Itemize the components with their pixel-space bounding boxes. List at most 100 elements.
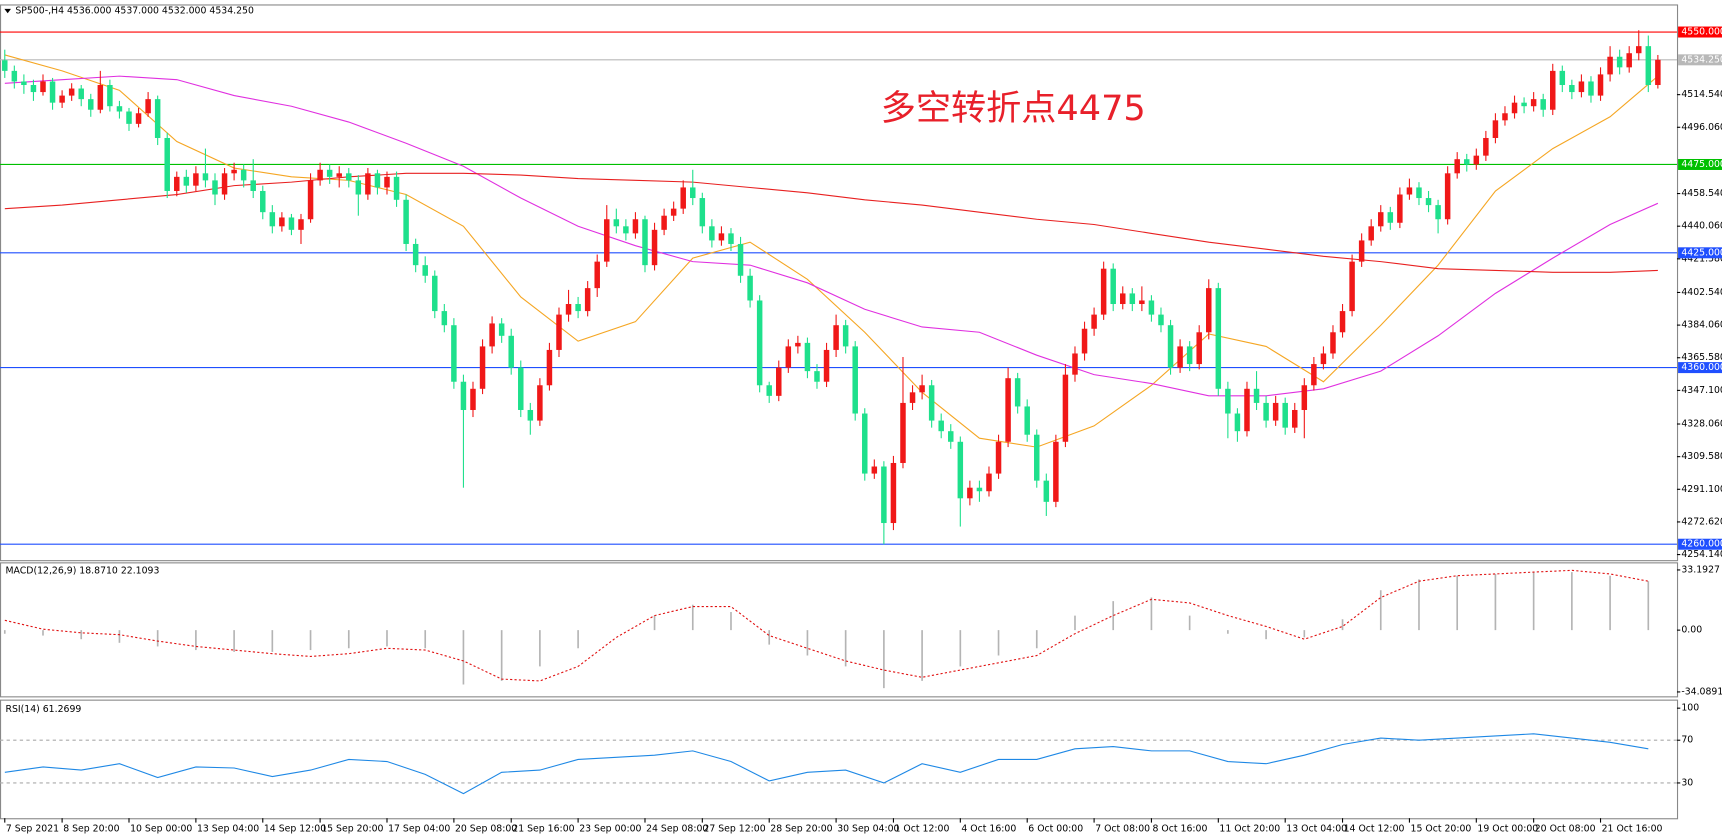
candle-body <box>1425 198 1432 206</box>
candle-body <box>995 441 1002 474</box>
level-label-box <box>1678 54 1722 66</box>
level-label-box <box>1678 362 1722 374</box>
x-tick-label: 21 Sep 16:00 <box>512 824 574 835</box>
candle-body <box>451 325 457 382</box>
candle-body <box>613 219 620 227</box>
candle-body <box>785 346 792 368</box>
candle-body <box>49 81 56 103</box>
candle-body <box>680 187 686 209</box>
candle-body <box>928 385 935 421</box>
candle-body <box>78 88 84 100</box>
candle-body <box>145 99 151 114</box>
candle-body <box>183 176 190 186</box>
candle-body <box>298 219 304 230</box>
candle-body <box>68 88 75 96</box>
menu-triangle <box>4 8 11 14</box>
candle-body <box>135 113 142 124</box>
candle-body <box>871 466 878 474</box>
candle-body <box>1158 314 1164 326</box>
candle-body <box>823 349 830 382</box>
candle-body <box>164 137 170 191</box>
candle-body <box>642 219 648 266</box>
candle-body <box>986 473 992 492</box>
y-tick-label: 4254.140 <box>1681 549 1722 560</box>
candle-body <box>1636 46 1642 54</box>
x-tick-label: 6 Oct 00:00 <box>1028 824 1083 835</box>
candle-body <box>1492 120 1499 138</box>
candle-body <box>231 169 237 174</box>
candle-body <box>250 180 256 191</box>
candle-body <box>1454 159 1460 174</box>
candle-body <box>1244 388 1250 432</box>
y-tick-label: 4458.540 <box>1681 188 1722 199</box>
candle-body <box>584 288 591 312</box>
candle-body <box>1177 346 1183 368</box>
candle-body <box>1292 409 1298 428</box>
x-tick-label: 28 Sep 20:00 <box>770 824 832 835</box>
candle-body <box>527 409 534 421</box>
candle-body <box>670 208 677 216</box>
candle-body <box>1215 288 1222 389</box>
candle-body <box>881 466 887 524</box>
y-tick-label: 4421.580 <box>1681 253 1722 264</box>
x-tick-label: 8 Sep 20:00 <box>63 824 119 835</box>
candle-body <box>326 169 333 177</box>
candle-body <box>976 487 983 492</box>
candle-body <box>59 95 65 103</box>
candle-body <box>1483 137 1489 156</box>
candle-body <box>355 180 362 195</box>
candle-body <box>1206 288 1212 333</box>
candle-body <box>1349 261 1355 312</box>
candle-body <box>1626 53 1632 68</box>
candle-body <box>556 314 562 350</box>
candle-body <box>307 180 314 220</box>
candle-body <box>1435 205 1441 220</box>
candle-body <box>1502 113 1508 121</box>
candle-body <box>909 392 916 403</box>
candle-body <box>623 226 629 234</box>
candle-body <box>594 261 600 289</box>
y-tick-label: 4384.060 <box>1681 320 1722 331</box>
x-tick-label: 7 Sep 2021 <box>6 824 59 835</box>
candle-body <box>97 85 104 110</box>
candle-body <box>470 388 476 410</box>
candle-body <box>900 402 906 463</box>
candle-body <box>1550 70 1556 110</box>
candle-body <box>747 275 753 301</box>
x-tick-label: 1 Oct 12:00 <box>895 824 950 835</box>
candle-body <box>202 173 209 181</box>
x-tick-label: 10 Sep 00:00 <box>130 824 192 835</box>
candle-body <box>508 335 514 368</box>
candle-body <box>317 169 323 181</box>
candle-body <box>489 323 495 347</box>
candle-body <box>1444 173 1451 220</box>
candle-body <box>412 243 419 266</box>
candle-body <box>1081 328 1088 354</box>
candle-body <box>546 349 553 386</box>
candle-body <box>1034 434 1040 481</box>
candle-body <box>709 226 715 241</box>
x-tick-label: 17 Sep 04:00 <box>388 824 450 835</box>
x-tick-label: 14 Oct 12:00 <box>1344 824 1405 835</box>
candle-body <box>1588 81 1594 96</box>
candle-body <box>1597 74 1604 96</box>
candle-body <box>957 441 964 499</box>
price-panel-frame <box>0 4 1679 562</box>
candle-body <box>1473 155 1480 165</box>
candle-body <box>518 367 524 410</box>
candle-body <box>919 385 925 393</box>
candle-body <box>1072 353 1078 375</box>
x-tick-label: 15 Oct 20:00 <box>1411 824 1472 835</box>
candle-body <box>537 385 543 421</box>
y-tick-label: 4365.580 <box>1681 352 1722 363</box>
candle-body <box>661 215 667 230</box>
candle-body <box>1358 240 1365 262</box>
candle-body <box>1272 402 1279 421</box>
candle-body <box>116 106 123 112</box>
candle-body <box>441 311 448 326</box>
candle-body <box>1320 353 1327 365</box>
candle-body <box>1120 293 1126 305</box>
x-tick-label: 15 Sep 20:00 <box>321 824 383 835</box>
x-tick-label: 14 Sep 12:00 <box>264 824 326 835</box>
